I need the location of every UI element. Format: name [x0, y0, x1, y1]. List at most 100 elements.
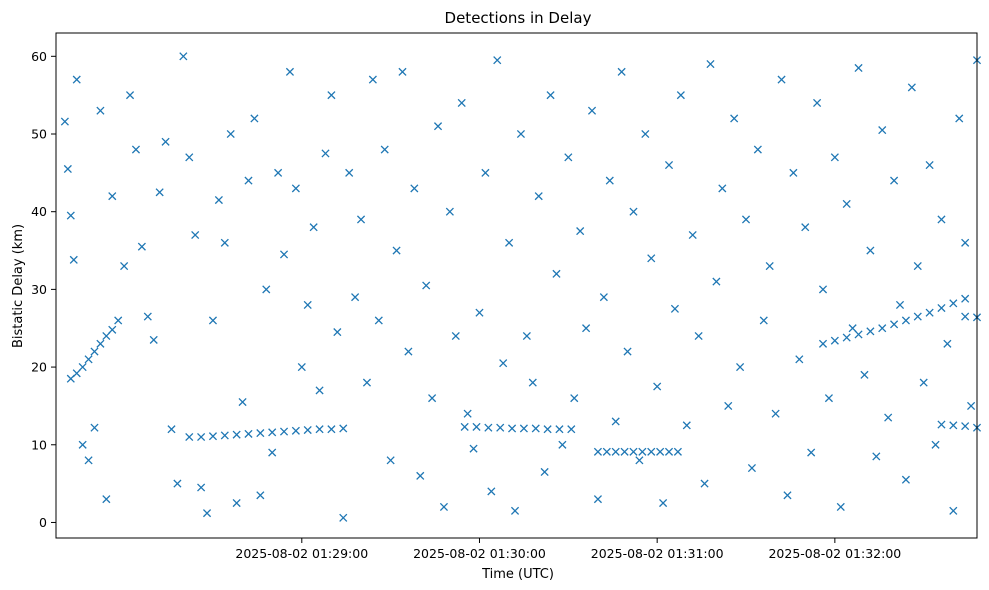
data-point-marker	[66, 211, 75, 220]
data-point-marker	[510, 506, 520, 515]
track-point-marker	[878, 324, 887, 333]
track-point-marker	[890, 320, 899, 329]
data-point-marker	[297, 363, 306, 372]
data-point-marker	[481, 168, 490, 177]
data-point-marker	[659, 498, 668, 508]
data-point-marker	[232, 498, 241, 508]
data-point-marker	[884, 413, 893, 422]
data-point-marker	[753, 145, 762, 154]
y-tick-label: 10	[31, 437, 47, 452]
data-point-marker	[623, 347, 632, 356]
data-point-marker	[72, 75, 81, 84]
track-point-marker	[185, 432, 194, 442]
data-point-marker	[327, 91, 336, 100]
track-point-marker	[339, 424, 348, 433]
data-point-marker	[505, 238, 514, 247]
data-point-marker	[125, 91, 135, 100]
data-point-marker	[593, 495, 602, 504]
data-point-marker	[422, 281, 431, 290]
track-point-marker	[567, 425, 576, 434]
data-point-marker	[220, 238, 229, 247]
data-point-marker	[321, 149, 330, 158]
track-point-marker	[854, 330, 863, 339]
track-point-marker	[555, 425, 564, 434]
data-point-marker	[84, 456, 93, 465]
data-point-marker	[185, 153, 194, 162]
track-point-marker	[315, 425, 324, 434]
track-point-marker	[647, 447, 656, 456]
track-point-marker	[102, 331, 111, 341]
data-point-marker	[925, 161, 934, 170]
data-point-marker	[860, 370, 869, 379]
data-point-marker	[339, 513, 348, 522]
y-tick-label: 30	[31, 282, 47, 297]
y-tick-label: 40	[31, 204, 47, 219]
data-point-marker	[356, 215, 366, 224]
data-point-marker	[611, 417, 620, 426]
data-point-marker	[433, 122, 443, 131]
track-point-marker	[496, 423, 505, 432]
data-point-marker	[955, 114, 964, 123]
track-point-marker	[268, 428, 277, 437]
data-point-marker	[540, 467, 549, 477]
data-point-marker	[901, 475, 910, 484]
data-point-marker	[919, 378, 928, 387]
data-point-marker	[967, 401, 976, 410]
data-point-marker	[250, 114, 259, 123]
data-point-marker	[949, 506, 958, 515]
data-point-marker	[878, 126, 887, 135]
data-point-marker	[226, 129, 235, 139]
data-point-marker	[439, 502, 449, 511]
data-point-marker	[398, 67, 407, 76]
data-point-marker	[913, 262, 922, 271]
data-point-marker	[848, 324, 857, 333]
data-point-marker	[410, 184, 419, 193]
data-point-marker	[345, 168, 354, 177]
data-point-marker	[63, 164, 72, 174]
data-point-marker	[487, 487, 496, 496]
data-point-marker	[777, 75, 786, 84]
data-point-marker	[795, 355, 804, 364]
data-point-marker	[69, 255, 78, 264]
data-point-marker	[718, 184, 727, 193]
data-point-marker	[736, 363, 745, 372]
track-point-marker	[620, 447, 629, 456]
data-point-marker	[78, 440, 87, 449]
track-point-marker	[901, 316, 910, 325]
data-point-marker	[179, 52, 188, 61]
data-point-marker	[670, 304, 679, 313]
data-point-marker	[392, 246, 401, 255]
data-point-marker	[546, 91, 555, 100]
data-point-marker	[801, 223, 810, 232]
data-point-marker	[961, 238, 970, 247]
data-point-marker	[564, 153, 573, 162]
data-point-marker	[534, 192, 543, 201]
data-point-marker	[469, 444, 478, 453]
track-point-marker	[256, 429, 265, 438]
data-point-marker	[724, 401, 733, 410]
data-point-marker	[854, 63, 863, 73]
data-point-marker	[682, 421, 691, 430]
track-point-marker	[108, 325, 117, 334]
data-point-marker	[522, 331, 531, 341]
track-point-marker	[664, 447, 674, 456]
x-tick-label: 2025-08-02 01:30:00	[413, 546, 546, 561]
track-point-marker	[531, 424, 540, 433]
data-point-marker	[208, 316, 218, 325]
data-point-marker	[262, 285, 271, 294]
track-point-marker	[291, 426, 300, 435]
data-point-marker	[629, 207, 638, 216]
chart-title: Detections in Delay	[445, 9, 592, 27]
plot-frame	[55, 32, 978, 539]
data-point-marker	[291, 184, 300, 193]
track-point-marker	[72, 369, 81, 378]
data-point-marker	[238, 397, 247, 407]
data-point-marker	[807, 448, 816, 457]
track-point-marker	[197, 432, 206, 442]
track-point-marker	[208, 432, 218, 441]
data-point-marker	[285, 67, 295, 76]
data-point-marker	[937, 215, 946, 224]
data-point-marker	[842, 199, 851, 208]
data-point-marker	[907, 83, 916, 92]
data-point-marker	[143, 312, 152, 321]
